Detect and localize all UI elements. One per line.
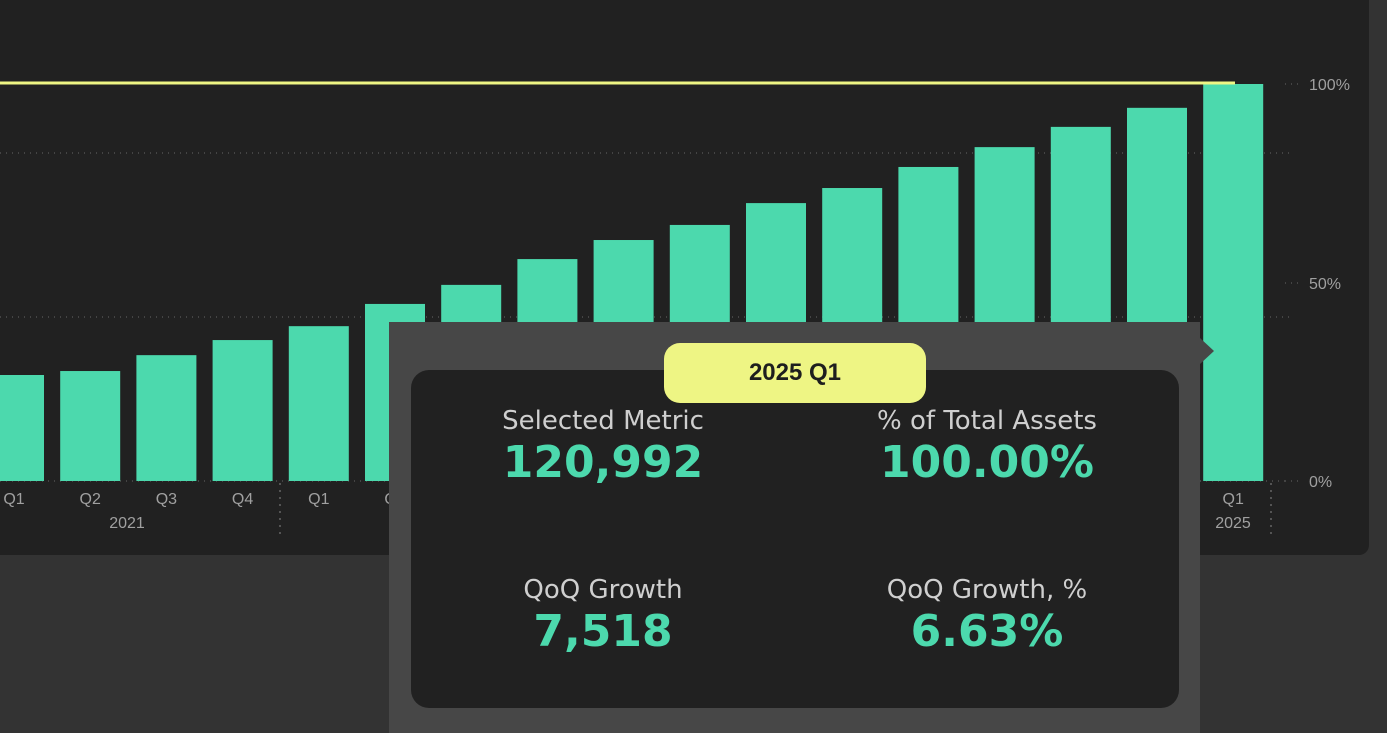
metric-value: 7,518	[533, 606, 673, 657]
tooltip-pointer	[1200, 338, 1214, 364]
bar-2025-q1	[1203, 84, 1264, 481]
tooltip-card: Selected Metric 120,992 % of Total Asset…	[411, 370, 1179, 708]
metric-value: 100.00%	[880, 437, 1094, 488]
x-tick-label: Q2	[80, 491, 101, 508]
metric-label: % of Total Assets	[877, 406, 1097, 436]
bar-2021-q3	[136, 355, 197, 481]
metric-value: 120,992	[502, 437, 704, 488]
tooltip-title: 2025 Q1	[664, 343, 926, 403]
x-tick-label: Q4	[232, 491, 253, 508]
metric-value: 6.63%	[910, 606, 1064, 657]
y-tick-100: 100%	[1309, 77, 1350, 94]
metric-selected: Selected Metric 120,992	[411, 406, 795, 486]
x-tick-label: Q1	[308, 491, 329, 508]
bar-2021-q1	[0, 375, 44, 481]
metric-label: QoQ Growth	[523, 575, 683, 605]
metric-label: Selected Metric	[502, 406, 704, 436]
x-tick-label: Q1	[1223, 491, 1244, 508]
x-tick-label: Q3	[156, 491, 177, 508]
x-group-2025: 2025	[1215, 515, 1251, 532]
x-group-2021: 2021	[109, 515, 145, 532]
bar-2021-q2	[60, 371, 121, 481]
metric-qoq-growth: QoQ Growth 7,518	[411, 575, 795, 655]
y-tick-0: 0%	[1309, 474, 1332, 491]
x-tick-label: Q1	[3, 491, 24, 508]
bar-2022-q1	[288, 326, 349, 481]
metric-pct-total: % of Total Assets 100.00%	[795, 406, 1179, 486]
y-tick-50: 50%	[1309, 276, 1341, 293]
tooltip: Selected Metric 120,992 % of Total Asset…	[389, 322, 1200, 733]
metric-qoq-growth-pct: QoQ Growth, % 6.63%	[795, 575, 1179, 655]
bar-2021-q4	[212, 340, 273, 481]
metric-label: QoQ Growth, %	[886, 575, 1088, 605]
